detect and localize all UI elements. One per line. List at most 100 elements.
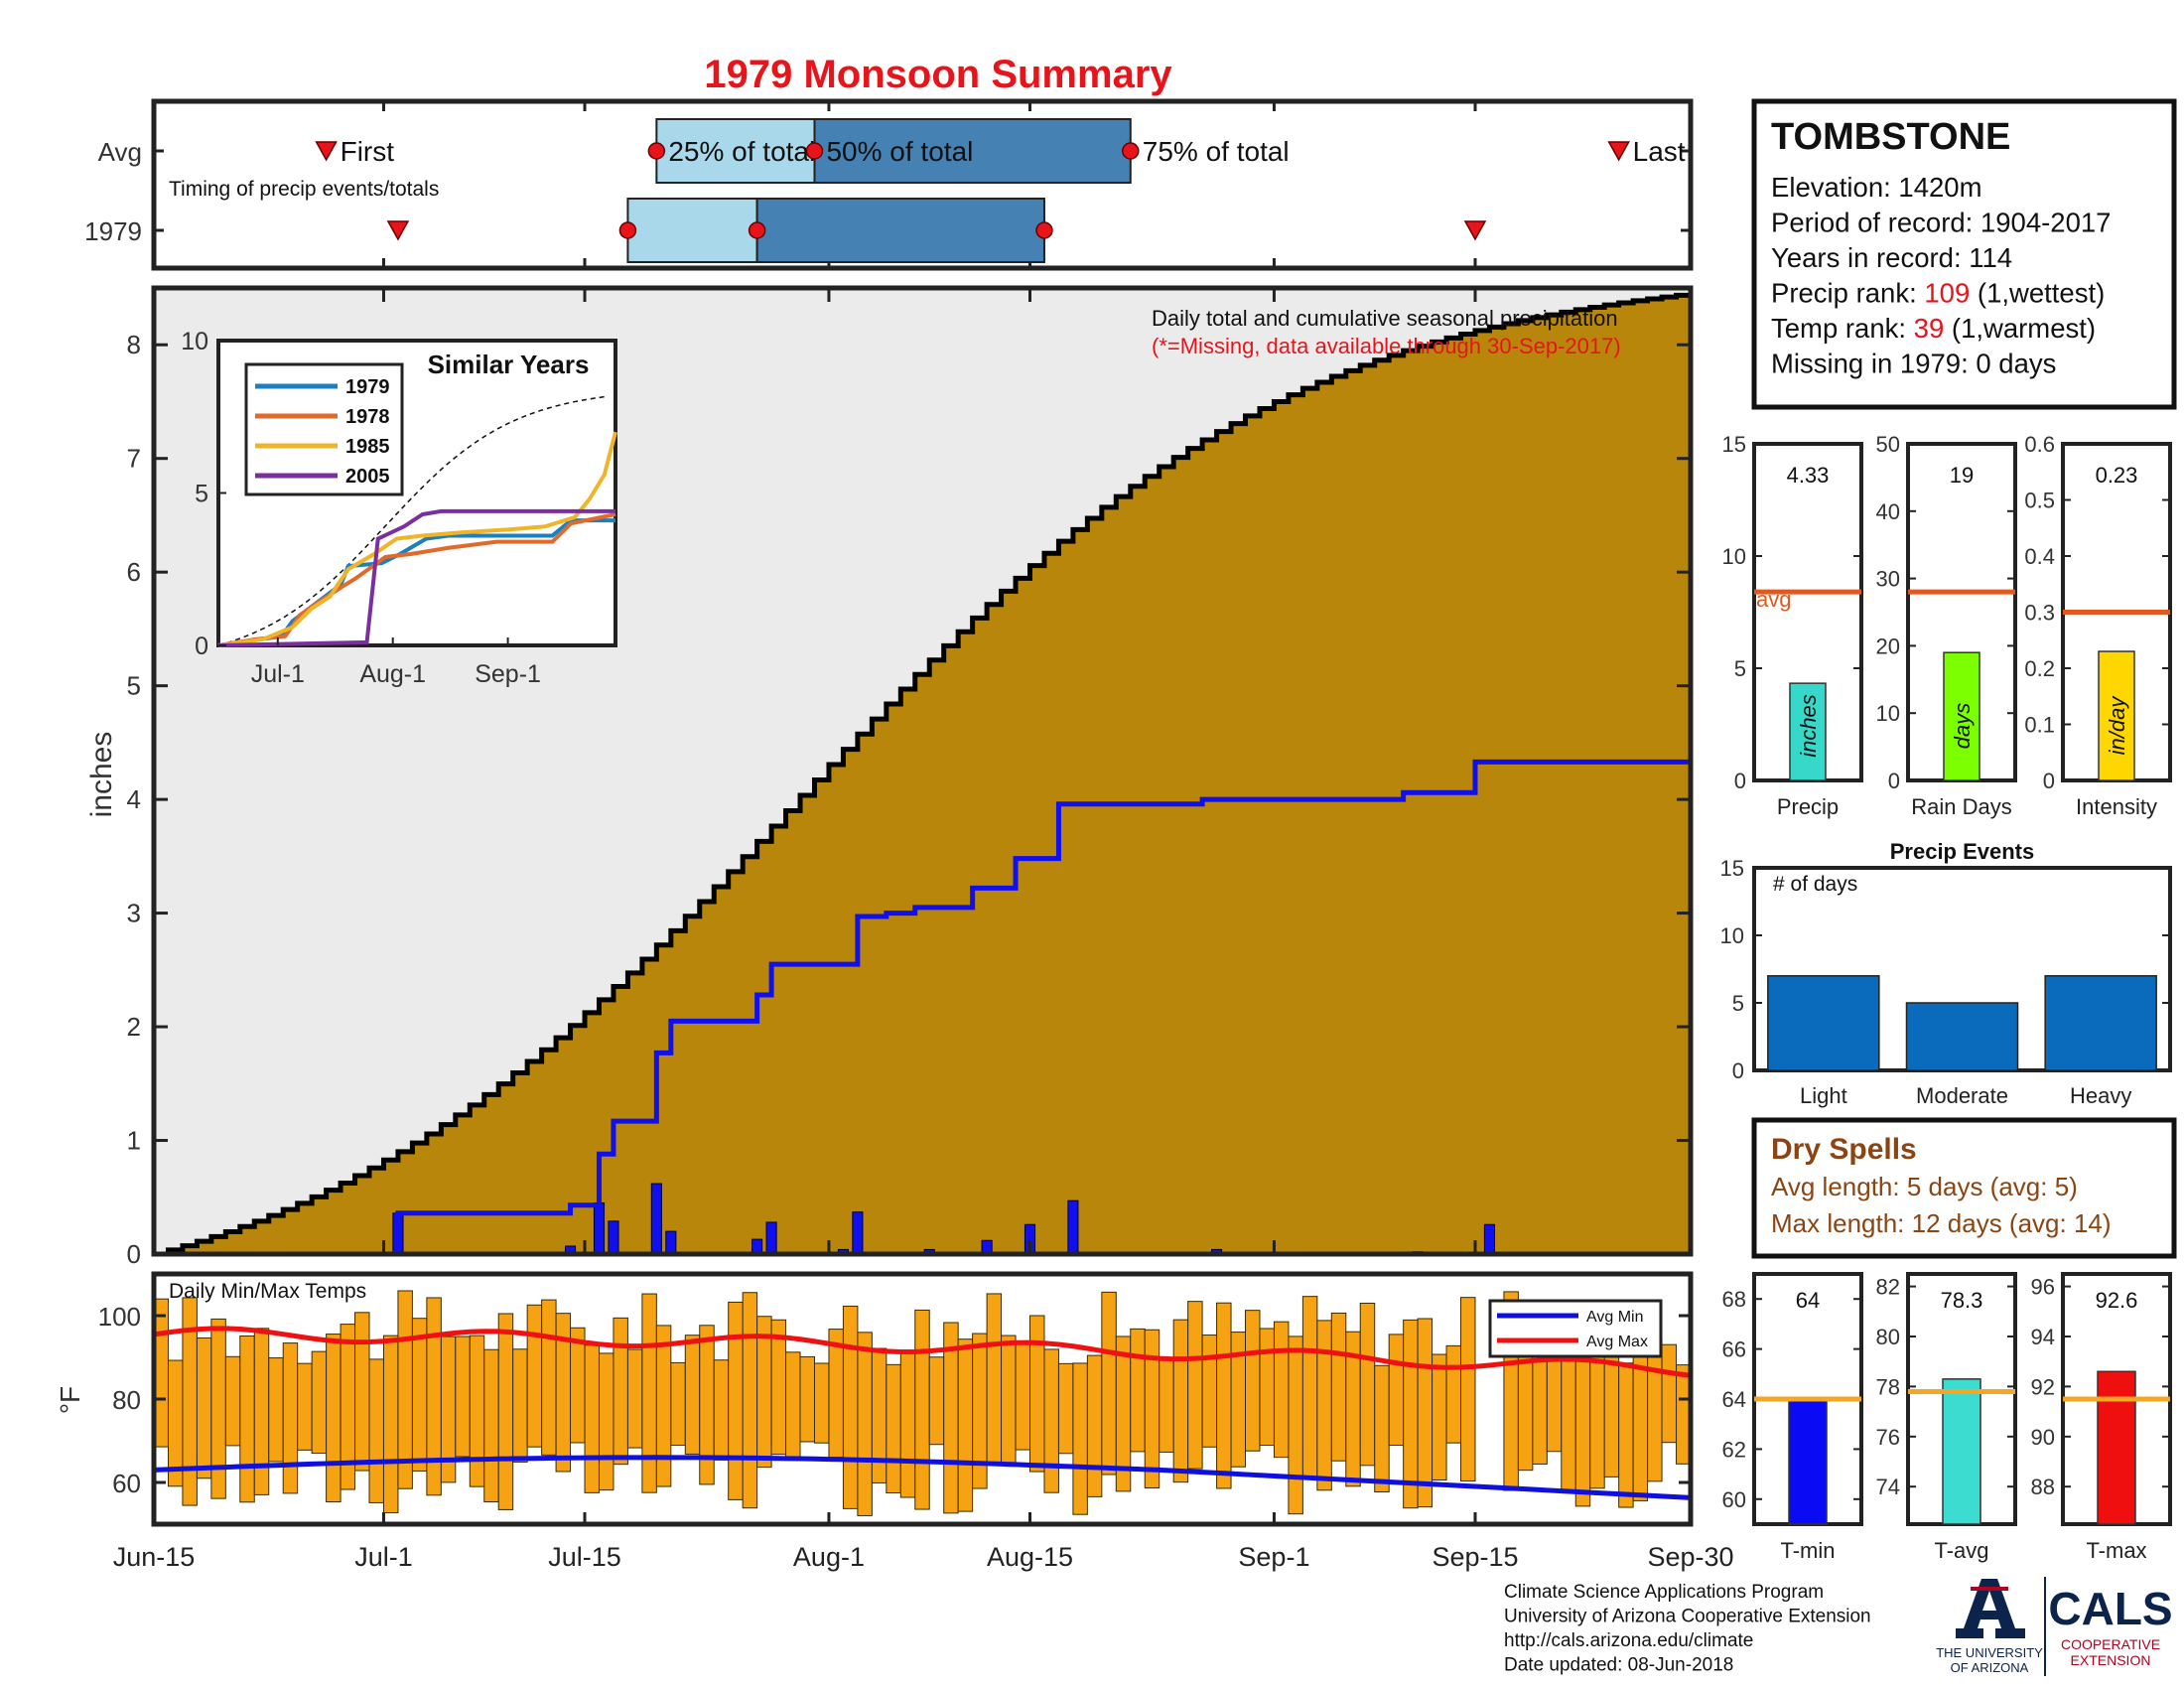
station-line-prefix: Precip rank: xyxy=(1771,278,1924,309)
footer-line-0: Climate Science Applications Program xyxy=(1504,1582,1824,1603)
dry-spells-box: Dry Spells Avg length: 5 days (avg: 5) Max… xyxy=(1751,1117,2177,1259)
inset-series-1978 xyxy=(217,512,616,647)
tempsum-category-label: T-max xyxy=(2086,1538,2146,1563)
daily-precip-bar xyxy=(1067,1199,1079,1255)
daily-temp-bar xyxy=(1029,1315,1045,1473)
timeline-ylabel-avg: Avg xyxy=(98,137,142,167)
cals-logo-sub-1: COOPERATIVE xyxy=(2061,1636,2160,1652)
events-ytick-label: 15 xyxy=(1720,856,1744,881)
timing-label-last: Last xyxy=(1633,136,1686,167)
temp-summary-panels: 60 62 64 66 68 64 T-min 74 76 78 80 82 78.3 T-avg 88 90… xyxy=(1722,1272,2172,1563)
timing-box-q25-q50 xyxy=(655,118,816,184)
inset-legend-label: 2005 xyxy=(345,466,390,488)
daily-temps-panel: 60 80 100 Jun-15 Jul-1 Jul-15 Aug-1 Aug-15 Sep-1… xyxy=(55,1271,1734,1572)
tempsum-ytick-label: 88 xyxy=(2031,1475,2055,1499)
inset-ytick-label: 5 xyxy=(195,481,208,508)
main-title: Daily total and cumulative seasonal prec… xyxy=(1152,306,1618,331)
daily-temp-bar xyxy=(1301,1296,1318,1478)
daily-temp-bar xyxy=(483,1348,499,1502)
daily-temp-bar xyxy=(1259,1328,1275,1447)
events-category-label: Light xyxy=(1800,1083,1847,1108)
date-axis-label: Sep-30 xyxy=(1647,1542,1733,1572)
summary-value-label: 0.23 xyxy=(2096,463,2138,488)
ua-block-a-inner xyxy=(1982,1591,1996,1611)
daily-temp-bar xyxy=(641,1293,657,1493)
events-category-label: Moderate xyxy=(1916,1083,2008,1108)
temp-ytick-label: 60 xyxy=(112,1469,141,1498)
daily-temp-bar xyxy=(239,1335,255,1503)
inset-xtick-label: Sep-1 xyxy=(475,660,541,688)
footer-line-3: Date updated: 08-Jun-2018 xyxy=(1504,1655,1733,1676)
tempsum-value-label: 78.3 xyxy=(1941,1288,1983,1313)
daily-temp-bar xyxy=(411,1318,428,1472)
cals-logo-sub-2: EXTENSION xyxy=(2071,1652,2151,1668)
daily-temp-bar xyxy=(655,1325,672,1487)
inset-ytick-label: 0 xyxy=(195,633,208,660)
daily-temp-bar xyxy=(1647,1338,1663,1482)
tempsum-ytick-label: 76 xyxy=(1876,1425,1900,1450)
main-ylabel: inches xyxy=(85,732,118,818)
summary-ytick-label: 0.4 xyxy=(2024,544,2055,569)
timing-label-first: First xyxy=(341,136,395,167)
summary-value-label: 19 xyxy=(1950,463,1974,488)
dry-avg-length: Avg length: 5 days (avg: 5) xyxy=(1771,1172,2078,1201)
summary-category-label: Intensity xyxy=(2076,794,2157,819)
daily-temp-bar xyxy=(426,1297,442,1496)
station-line-suffix: (1,wettest) xyxy=(1970,278,2105,309)
timeline-ylabel-1979: 1979 xyxy=(84,216,142,246)
daily-temp-bar xyxy=(1546,1345,1563,1453)
daily-temp-bar xyxy=(1001,1335,1017,1466)
tempsum-bar-T-max xyxy=(2097,1370,2136,1525)
daily-temp-bar xyxy=(512,1348,528,1463)
summary-value-label: 4.33 xyxy=(1787,463,1830,488)
daily-temp-bar xyxy=(196,1336,212,1479)
timing-triangle-first xyxy=(315,141,338,162)
daily-temp-bar xyxy=(1330,1312,1347,1462)
daily-temp-bar xyxy=(455,1336,471,1458)
summary-ytick-label: 20 xyxy=(1876,633,1900,658)
summary-ytick-label: 0.1 xyxy=(2024,713,2055,738)
summary-bar-Rain Days xyxy=(1943,651,1980,781)
daily-temp-bar xyxy=(598,1352,614,1491)
summary-unit-label: in/day xyxy=(2105,695,2129,756)
station-line-5: Missing in 1979: 0 days xyxy=(1771,349,2056,379)
daily-precip-bar xyxy=(1483,1223,1496,1255)
daily-temp-bar xyxy=(986,1293,1003,1464)
date-axis-label: Jun-15 xyxy=(113,1542,196,1572)
temp-ylabel: °F xyxy=(55,1386,85,1414)
events-category-label: Heavy xyxy=(2070,1083,2131,1108)
timing-marker-q50 xyxy=(805,142,824,160)
daily-precip-bar xyxy=(665,1230,677,1255)
daily-temp-bar xyxy=(541,1299,557,1456)
daily-temp-bar xyxy=(1388,1334,1405,1446)
station-line-0: Elevation: 1420m xyxy=(1771,172,1982,203)
daily-temp-bar xyxy=(1532,1351,1548,1465)
inset-series-1985 xyxy=(217,431,617,647)
tempsum-ytick-label: 62 xyxy=(1722,1437,1746,1462)
ua-logo-text-2: OF ARIZONA xyxy=(1951,1660,2029,1675)
temp-title: Daily Min/Max Temps xyxy=(169,1280,366,1303)
inset-series-2005 xyxy=(217,508,615,647)
temp-legend-label-max: Avg Max xyxy=(1586,1334,1648,1350)
station-name: TOMBSTONE xyxy=(1771,116,2010,158)
daily-temp-bar xyxy=(828,1329,844,1459)
tempsum-ytick-label: 90 xyxy=(2031,1425,2055,1450)
similar-years-inset: 0 5 10 Jul-1 Aug-1 Sep-1 Similar Years 1979 1978… xyxy=(181,328,617,688)
daily-temp-bar xyxy=(282,1342,299,1494)
summary-ytick-label: 50 xyxy=(1876,432,1900,457)
tempsum-value-label: 92.6 xyxy=(2096,1288,2138,1313)
daily-temp-bar xyxy=(1445,1344,1462,1444)
date-axis-label: Aug-15 xyxy=(987,1542,1073,1572)
date-axis-label: Sep-1 xyxy=(1238,1542,1309,1572)
timing-triangle-last xyxy=(1463,220,1487,241)
date-axis-label: Sep-15 xyxy=(1432,1542,1518,1572)
daily-temp-bar xyxy=(1359,1302,1376,1467)
avg-min-line xyxy=(153,1455,1692,1500)
summary-ytick-label: 40 xyxy=(1876,499,1900,524)
events-ytick-label: 5 xyxy=(1732,991,1744,1016)
inset-ytick-label: 10 xyxy=(181,328,208,355)
station-line-prefix: Temp rank: xyxy=(1771,313,1914,344)
main-ytick-label: 6 xyxy=(127,557,141,587)
daily-temp-bar xyxy=(224,1355,241,1447)
timeline-note: Timing of precip events/totals xyxy=(169,178,439,201)
